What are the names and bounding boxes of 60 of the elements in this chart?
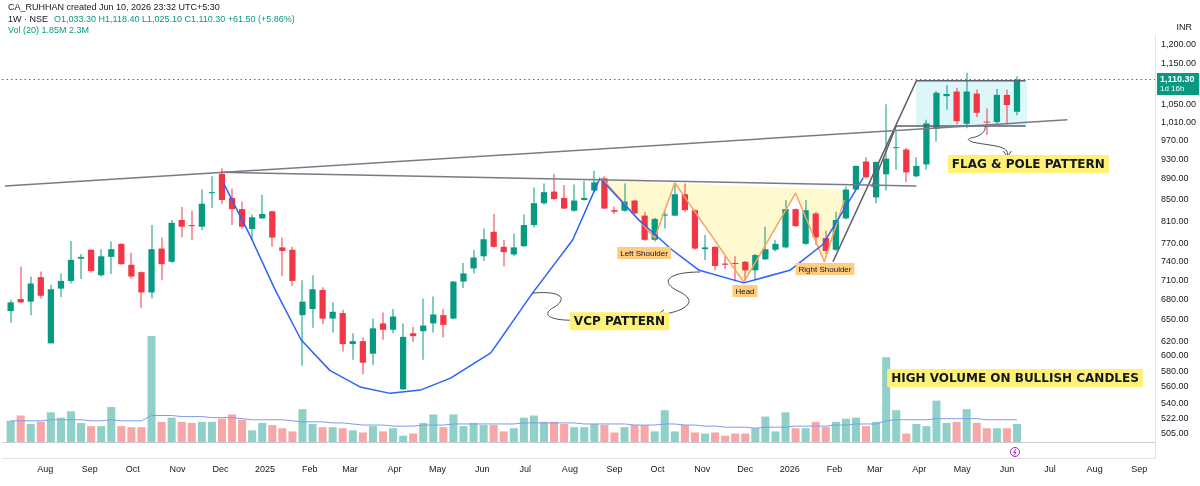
x-tick-label: Nov [169,463,186,474]
x-tick-label: Jun [999,463,1015,474]
y-tick-label: 850.00 [1161,193,1189,204]
annotation: Left Shoulder [620,248,669,258]
y-tick-label: 540.00 [1161,397,1189,408]
y-tick-label: 560.00 [1161,381,1189,392]
y-tick-label: 810.00 [1161,215,1189,226]
y-tick-label: 505.00 [1161,427,1189,438]
y-tick-label: 1,150.00 [1161,58,1197,69]
y-axis-title: INR [1176,22,1192,32]
x-tick-label: Jul [1044,463,1056,474]
y-tick-label: 740.00 [1161,256,1189,267]
x-tick-label: Oct [125,463,141,474]
y-tick-label: 890.00 [1161,173,1189,184]
x-tick-label: Nov [694,463,711,474]
x-tick-label: Jun [474,463,490,474]
x-tick-label: Feb [301,463,318,474]
y-tick-label: 970.00 [1161,134,1189,145]
chart-title: 1W · NSE [8,14,49,24]
x-tick-label: Sep [1131,463,1148,474]
text: 1d 16h [1160,83,1185,93]
x-tick-label: 2026 [779,463,800,474]
chart-subtitle: O1,033.30 H1,118.40 L1,025.10 C1,110.30 +61.50 (+5.86%) [54,14,295,24]
annotation: HIGH VOLUME ON BULLISH CANDLES [891,370,1139,385]
y-tick-label: 620.00 [1161,335,1189,346]
x-tick-label: Sep [81,463,98,474]
x-tick-label: Apr [912,463,927,474]
y-tick-label: 680.00 [1161,294,1189,305]
x-tick-label: May [953,463,972,474]
y-tick-label: 1,050.00 [1161,99,1197,110]
x-tick-label: Jul [519,463,532,474]
x-tick-label: Apr [387,463,402,474]
x-tick-label: Mar [866,463,883,474]
annotation: Vol (20) 1.85M 2.3M [8,25,90,35]
y-tick-label: 930.00 [1161,153,1189,164]
annotation: Head [735,286,755,296]
y-tick-label: 1,200.00 [1161,39,1197,50]
x-tick-label: May [429,463,447,474]
annotation: Right Shoulder [798,264,852,274]
y-tick-label: 770.00 [1161,238,1189,249]
x-tick-label: Aug [1086,463,1103,474]
y-tick-label: 600.00 [1161,350,1189,361]
x-tick-label: Sep [606,463,623,474]
x-tick-label: Mar [342,463,358,474]
y-tick-label: 710.00 [1161,274,1189,285]
x-tick-label: Aug [561,463,578,474]
x-tick-label: Oct [650,463,666,474]
text: CA_RUHHAN created Jun 10, 2026 23:32 UTC+5:30 [8,2,220,12]
x-tick-label: Aug [37,463,54,474]
x-tick-label: Dec [737,463,754,474]
y-tick-label: 650.00 [1161,314,1189,325]
annotation: FLAG & POLE PATTERN [951,156,1105,171]
x-tick-label: Feb [826,463,843,474]
ref-line-label: 1,110.30 [1160,74,1195,84]
annotation: VCP PATTERN [573,313,666,328]
y-tick-label: 522.00 [1161,412,1189,423]
x-tick-label: Dec [212,463,230,474]
y-tick-label: 580.00 [1161,365,1189,376]
y-tick-label: 1,010.00 [1161,116,1197,127]
x-tick-label: 2025 [255,463,276,474]
